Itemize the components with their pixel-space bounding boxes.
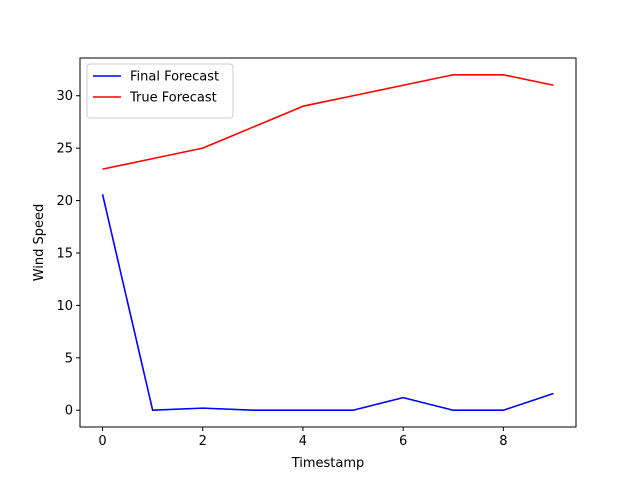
y-tick-label: 5 <box>65 351 73 366</box>
series-line-1 <box>102 73 554 170</box>
legend-label: True Forecast <box>129 91 217 106</box>
legend: Final Forecast True Forecast <box>86 63 234 119</box>
x-tick-label: 2 <box>199 434 207 449</box>
y-tick-label: 20 <box>56 194 73 209</box>
legend-box <box>86 63 234 119</box>
legend-label: Final Forecast <box>130 70 219 85</box>
y-tick-label: 10 <box>56 299 73 314</box>
y-tick-label: 0 <box>65 404 73 419</box>
series-layer <box>101 73 554 412</box>
x-axis-label: Timestamp <box>291 456 365 471</box>
series-line-0 <box>101 194 554 412</box>
x-tick-label: 8 <box>499 434 507 449</box>
y-axis-label: Wind Speed <box>32 204 47 282</box>
x-tick-label: 4 <box>299 434 307 449</box>
y-tick-label: 30 <box>56 89 73 104</box>
y-tick-label: 25 <box>56 142 73 157</box>
x-tick-label: 0 <box>98 434 106 449</box>
plot-frame <box>79 57 577 428</box>
y-axis: 0 5 10 15 20 25 30 <box>56 89 80 419</box>
x-tick-label: 6 <box>399 434 407 449</box>
x-axis: 0 2 4 6 8 <box>98 427 507 449</box>
y-tick-label: 15 <box>56 246 73 261</box>
